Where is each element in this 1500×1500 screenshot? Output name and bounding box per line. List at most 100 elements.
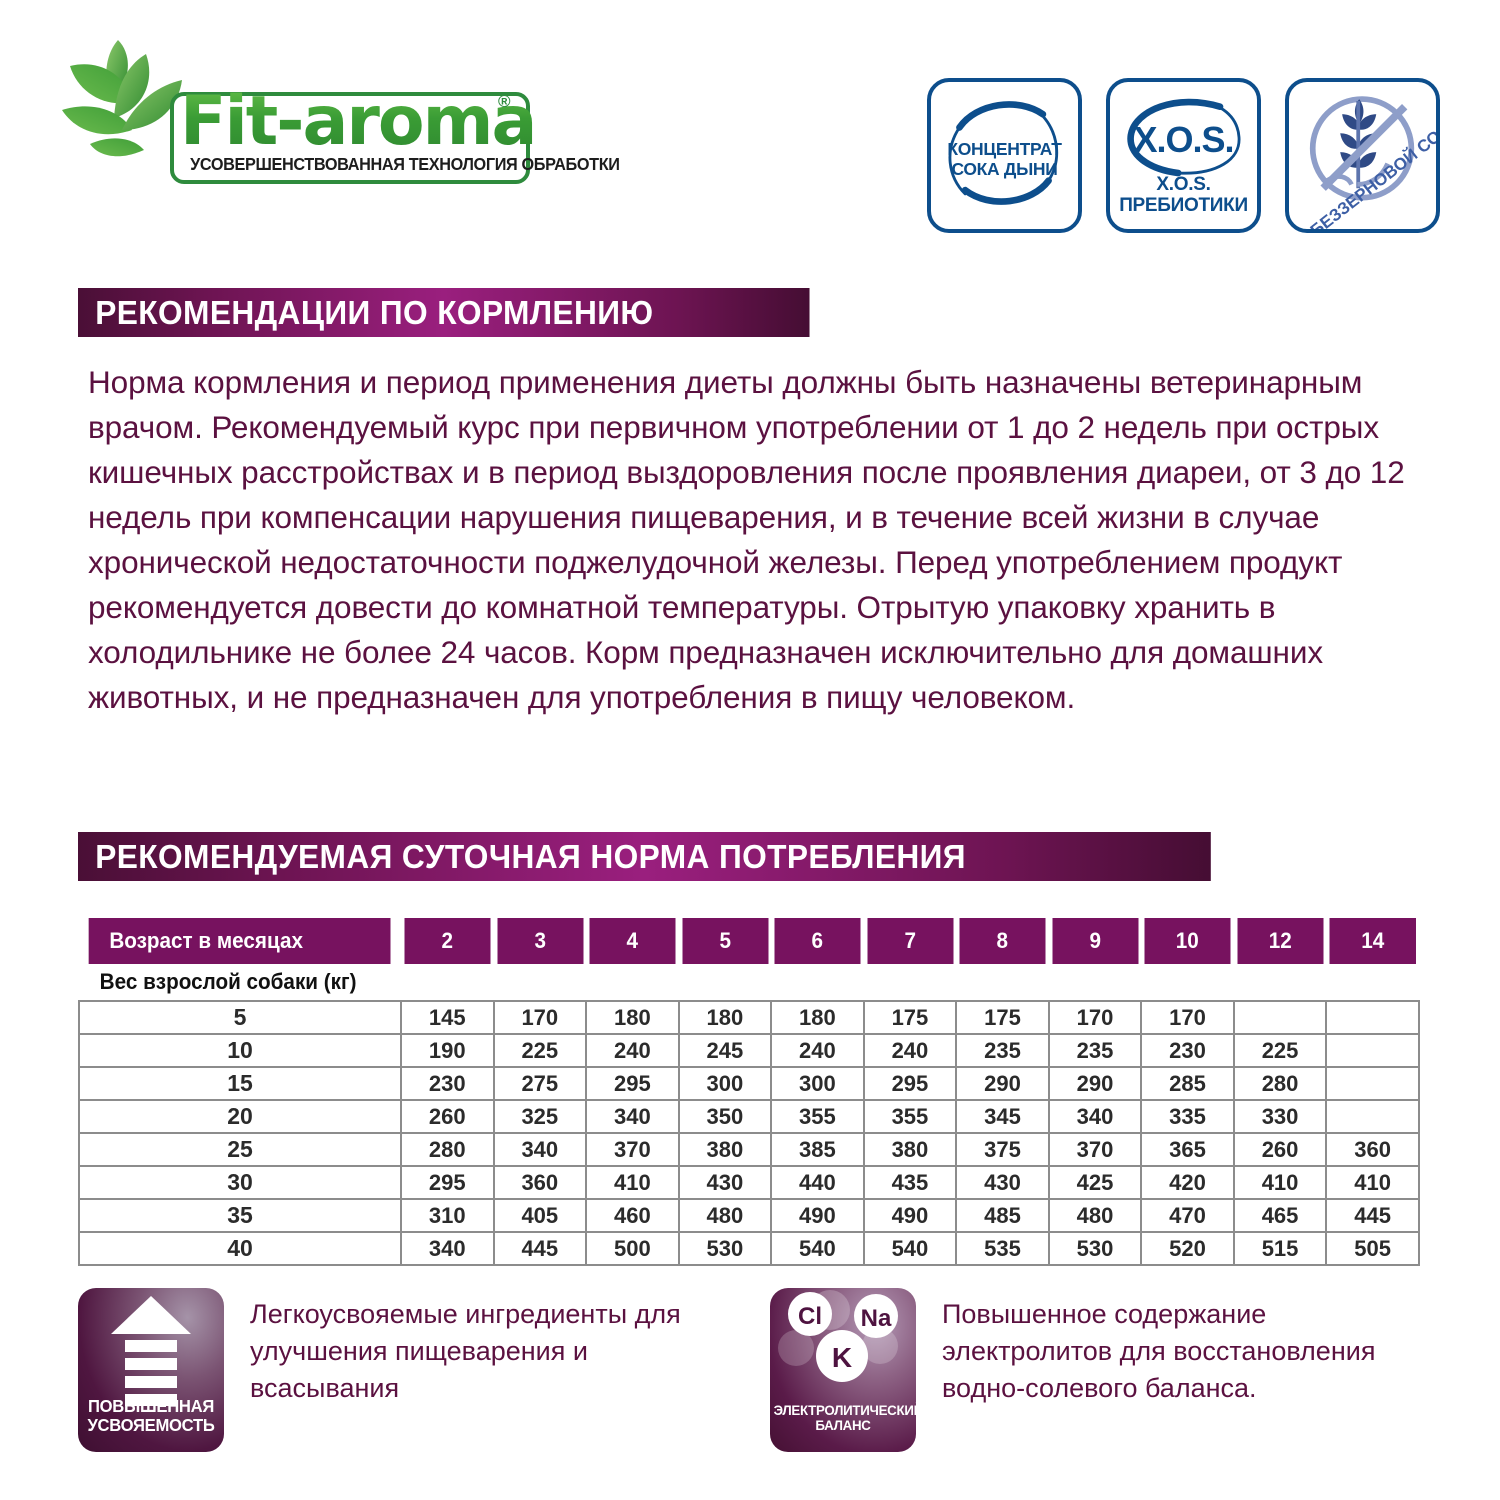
table-header-row: Возраст в месяцах 2 3 4 5 6 7 8 9 10 12 …: [79, 918, 1419, 964]
cell: 350: [677, 1099, 773, 1134]
cell: 445: [492, 1231, 588, 1266]
feeding-recommendations-heading: РЕКОМЕНДАЦИИ ПО КОРМЛЕНИЮ: [78, 288, 810, 337]
logo-frame: [170, 92, 530, 184]
cell: 365: [1140, 1132, 1235, 1167]
top-bar: Fit-aroma ® УСОВЕРШЕНСТВОВАННАЯ ТЕХНОЛОГ…: [0, 30, 1500, 235]
cell: 375: [955, 1132, 1050, 1167]
cell: 330: [1232, 1099, 1328, 1134]
table-row: 25 280 340 370 380 385 380 375 370 365 2…: [78, 1132, 1420, 1167]
svg-text:Cl: Cl: [798, 1303, 822, 1330]
cell: 290: [1047, 1066, 1143, 1101]
cell: 295: [400, 1165, 495, 1200]
cell: 240: [585, 1033, 680, 1068]
table-col-month-5: 5: [681, 918, 770, 964]
cell: 540: [770, 1231, 865, 1266]
cell: 530: [1047, 1231, 1143, 1266]
cell: 295: [585, 1066, 680, 1101]
table-body: 5 145 170 180 180 180 175 175 170 170 10…: [78, 1000, 1420, 1266]
cell: 170: [492, 1000, 588, 1035]
badge-grain-free: БЕЗЗЕРНОВОЙ СОСТАВ: [1285, 78, 1440, 233]
cell: 445: [1325, 1198, 1420, 1233]
row-weight: 5: [78, 1000, 402, 1035]
table-row: 10 190 225 240 245 240 240 235 235 230 2…: [78, 1033, 1420, 1068]
cell: 170: [1140, 1000, 1235, 1035]
badge-melon-text: КОНЦЕНТРАТ СОКА ДЫНИ: [935, 139, 1075, 179]
table-row: 30 295 360 410 430 440 435 430 425 420 4…: [78, 1165, 1420, 1200]
table-col-month-4: 4: [588, 918, 677, 964]
row-weight: 40: [78, 1231, 402, 1266]
cell: 335: [1140, 1099, 1235, 1134]
cell: 435: [862, 1165, 958, 1200]
cell: 355: [862, 1099, 958, 1134]
cell: 380: [862, 1132, 958, 1167]
cell: 340: [585, 1099, 680, 1134]
cell: 145: [400, 1000, 495, 1035]
badge-xos-title: X.O.S.: [1133, 119, 1234, 160]
table-col-month-7: 7: [866, 918, 955, 964]
cell: 340: [1047, 1099, 1143, 1134]
cell: 260: [1232, 1132, 1328, 1167]
cell: 355: [770, 1099, 865, 1134]
cell: 540: [862, 1231, 958, 1266]
feature-absorb-caption-line1: ПОВЫШЕННАЯ: [87, 1395, 215, 1416]
cell: 240: [770, 1033, 865, 1068]
feature-electro-text: Повышенное содержание электролитов для в…: [942, 1299, 1376, 1403]
cell: 440: [770, 1165, 865, 1200]
feature-absorb-caption: ПОВЫШЕННАЯ УСВОЯЕМОСТЬ: [82, 1395, 221, 1436]
cell: 500: [585, 1231, 680, 1266]
arrow-stack-glyph: [111, 1296, 191, 1406]
feature-absorb-caption-line2: УСВОЯЕМОСТЬ: [87, 1415, 215, 1436]
daily-norm-heading: РЕКОМЕНДУЕМАЯ СУТОЧНАЯ НОРМА ПОТРЕБЛЕНИЯ: [78, 832, 1211, 881]
cell: 370: [585, 1132, 680, 1167]
cell: 230: [400, 1066, 495, 1101]
cell: 425: [1047, 1165, 1143, 1200]
cell: [1325, 1000, 1420, 1035]
cell: 515: [1232, 1231, 1328, 1266]
cell: 225: [1232, 1033, 1328, 1068]
cell: 245: [677, 1033, 773, 1068]
up-arrow-stack-icon: ПОВЫШЕННАЯ УСВОЯЕМОСТЬ: [78, 1288, 224, 1452]
cell: 410: [1232, 1165, 1328, 1200]
feature-list: ПОВЫШЕННАЯ УСВОЯЕМОСТЬ Легкоусвояемые ин…: [78, 1288, 1428, 1452]
cell: 180: [770, 1000, 865, 1035]
brand-tagline: УСОВЕРШЕНСТВОВАННАЯ ТЕХНОЛОГИЯ ОБРАБОТКИ: [190, 154, 620, 174]
badge-xos-line1: X.O.S.: [1156, 174, 1211, 195]
cell: 300: [677, 1066, 773, 1101]
badge-xos-text: X.O.S. ПРЕБИОТИКИ: [1110, 174, 1257, 217]
badge-xos-prebiotics: X.O.S. X.O.S. ПРЕБИОТИКИ: [1106, 78, 1261, 233]
table-row: 15 230 275 295 300 300 295 290 290 285 2…: [78, 1066, 1420, 1101]
daily-norm-table: Возраст в месяцах 2 3 4 5 6 7 8 9 10 12 …: [78, 918, 1420, 1266]
cell: 275: [492, 1066, 588, 1101]
table-row: 20 260 325 340 350 355 355 345 340 335 3…: [78, 1099, 1420, 1134]
cell: [1325, 1099, 1420, 1134]
cell: 410: [585, 1165, 680, 1200]
cell: 175: [955, 1000, 1050, 1035]
registered-mark: ®: [498, 92, 511, 111]
cell: 480: [1047, 1198, 1143, 1233]
certification-badges: КОНЦЕНТРАТ СОКА ДЫНИ X.O.S. X.O.S. ПРЕБИ…: [927, 78, 1440, 233]
cell: 260: [400, 1099, 495, 1134]
brand-logo: Fit-aroma ® УСОВЕРШЕНСТВОВАННАЯ ТЕХНОЛОГ…: [60, 30, 620, 215]
cell: 280: [1232, 1066, 1328, 1101]
badge-melon-line1: КОНЦЕНТРАТ: [947, 139, 1062, 159]
cell: 180: [677, 1000, 773, 1035]
cell: 360: [1325, 1132, 1420, 1167]
molecules-glyph: Cl Na K: [778, 1290, 898, 1382]
table-corner-label: Возраст в месяцах: [88, 918, 393, 964]
electrolyte-molecules-icon: Cl Na K ЭЛЕКТРОЛИТИЧЕСКИЙ БАЛАНС: [770, 1288, 916, 1452]
feature-electro-caption-line2: БАЛАНС: [815, 1417, 871, 1434]
cell: 175: [862, 1000, 958, 1035]
no-grain-icon: [1309, 96, 1415, 201]
badge-melon-line2: СОКА ДЫНИ: [951, 158, 1058, 179]
cell: 295: [862, 1066, 958, 1101]
daily-norm-table-wrap: Возраст в месяцах 2 3 4 5 6 7 8 9 10 12 …: [78, 918, 1420, 1266]
row-weight: 20: [78, 1099, 402, 1134]
cell: 410: [1325, 1165, 1420, 1200]
svg-text:Na: Na: [861, 1305, 892, 1332]
cell: 300: [770, 1066, 865, 1101]
table-subhead-row: Вес взрослой собаки (кг): [79, 964, 1419, 1001]
cell: 430: [677, 1165, 773, 1200]
cell: [1232, 1000, 1328, 1035]
feature-electro-caption-line1: ЭЛЕКТРОЛИТИЧЕСКИЙ: [773, 1401, 916, 1418]
